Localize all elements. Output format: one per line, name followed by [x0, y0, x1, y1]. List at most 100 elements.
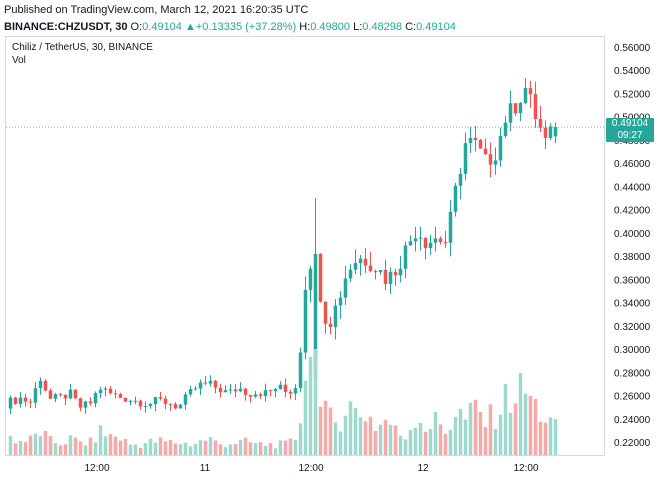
y-tick-label: 0.56000 [614, 43, 651, 54]
volume-bar [248, 442, 253, 455]
candle-body [393, 271, 398, 276]
candle-body [228, 389, 233, 391]
volume-bar [528, 395, 533, 455]
volume-bar [283, 440, 288, 455]
candle-body [488, 154, 493, 165]
up-arrow-icon: ▲ [184, 21, 196, 33]
y-tick-label: 0.22000 [614, 438, 651, 449]
volume-bar [333, 422, 338, 455]
volume-bar [463, 419, 468, 455]
volume-bar [468, 402, 473, 455]
volume-bar [68, 435, 73, 455]
chart-panel[interactable] [5, 36, 605, 456]
volume-bar [48, 436, 53, 455]
candle-body [78, 398, 83, 408]
volume-bar [368, 416, 373, 455]
y-tick-label: 0.26000 [614, 392, 651, 403]
volume-bar [263, 445, 268, 455]
volume-bar [348, 401, 353, 455]
volume-bar [53, 443, 58, 455]
candle-body [143, 406, 148, 408]
candle-body [98, 389, 103, 394]
candle-body [378, 269, 383, 273]
volume-bar [33, 433, 38, 455]
candle-body [533, 94, 538, 120]
candle-body [368, 265, 373, 272]
candle-body [93, 393, 98, 404]
candle-body [118, 393, 123, 398]
volume-bar [423, 431, 428, 455]
bar-countdown: 09:27 [617, 130, 643, 141]
candle-body [293, 388, 298, 394]
last-price-value: 0.49104 [611, 118, 649, 129]
volume-bar [228, 444, 233, 455]
candle-body [298, 352, 303, 389]
candle-body [148, 404, 153, 407]
volume-bar [98, 425, 103, 455]
candle-body [373, 271, 378, 273]
low-label: L: [353, 21, 363, 33]
volume-bar [373, 430, 378, 455]
candle-body [513, 103, 518, 114]
volume-bar [313, 349, 318, 455]
candle-body [313, 253, 318, 379]
candle-body [248, 395, 253, 397]
volume-bar [13, 443, 18, 455]
volume-bar [63, 444, 68, 455]
candle-body [348, 269, 353, 279]
candle-body [333, 305, 338, 327]
volume-bar [308, 356, 313, 455]
volume-bar [293, 439, 298, 455]
candle-body [423, 237, 428, 249]
candle-body [518, 103, 523, 114]
candle-body [413, 238, 418, 242]
candle-body [43, 380, 48, 391]
candle-body [473, 137, 478, 141]
candle-body [68, 389, 73, 399]
last-price-tag: 0.49104 09:27 [606, 118, 654, 142]
volume-bar [43, 431, 48, 455]
candle-body [63, 394, 68, 399]
candle-body [163, 398, 168, 404]
candle-body [463, 143, 468, 174]
y-tick-label: 0.42000 [614, 206, 651, 217]
candle-body [28, 401, 33, 403]
candle-body [353, 263, 358, 270]
volume-bar [38, 436, 43, 455]
candle-body [288, 391, 293, 394]
candle-body [178, 404, 183, 409]
candle-body [458, 173, 463, 186]
volume-bar [23, 442, 28, 455]
volume-bar [78, 441, 83, 455]
chart-legend-title: Chiliz / TetherUS, 30, BINANCE [12, 42, 153, 53]
volume-bar [143, 443, 148, 455]
volume-bar [523, 393, 528, 455]
y-tick-label: 0.32000 [614, 322, 651, 333]
candle-body [408, 241, 413, 246]
candle-body [173, 404, 178, 409]
candle-body [18, 397, 23, 404]
x-tick-label: 11 [200, 463, 211, 474]
candle-body [418, 237, 423, 239]
volume-bar [28, 435, 33, 455]
low-value: 0.48298 [362, 21, 403, 33]
volume-bar [493, 428, 498, 455]
volume-bar [473, 399, 478, 455]
candle-body [448, 211, 453, 243]
volume-bar [388, 424, 393, 455]
candle-body [553, 127, 558, 137]
candle-body [193, 388, 198, 390]
volume-bar [438, 424, 443, 455]
candle-body [263, 390, 268, 397]
volume-bar [403, 439, 408, 455]
candle-body [433, 238, 438, 243]
volume-bar [173, 443, 178, 455]
volume-bar [413, 427, 418, 455]
volume-bar [453, 416, 458, 455]
volume-bar [303, 380, 308, 455]
candle-body [243, 388, 248, 396]
candle-body [208, 380, 213, 384]
volume-bar [343, 415, 348, 455]
volume-bar [268, 443, 273, 455]
